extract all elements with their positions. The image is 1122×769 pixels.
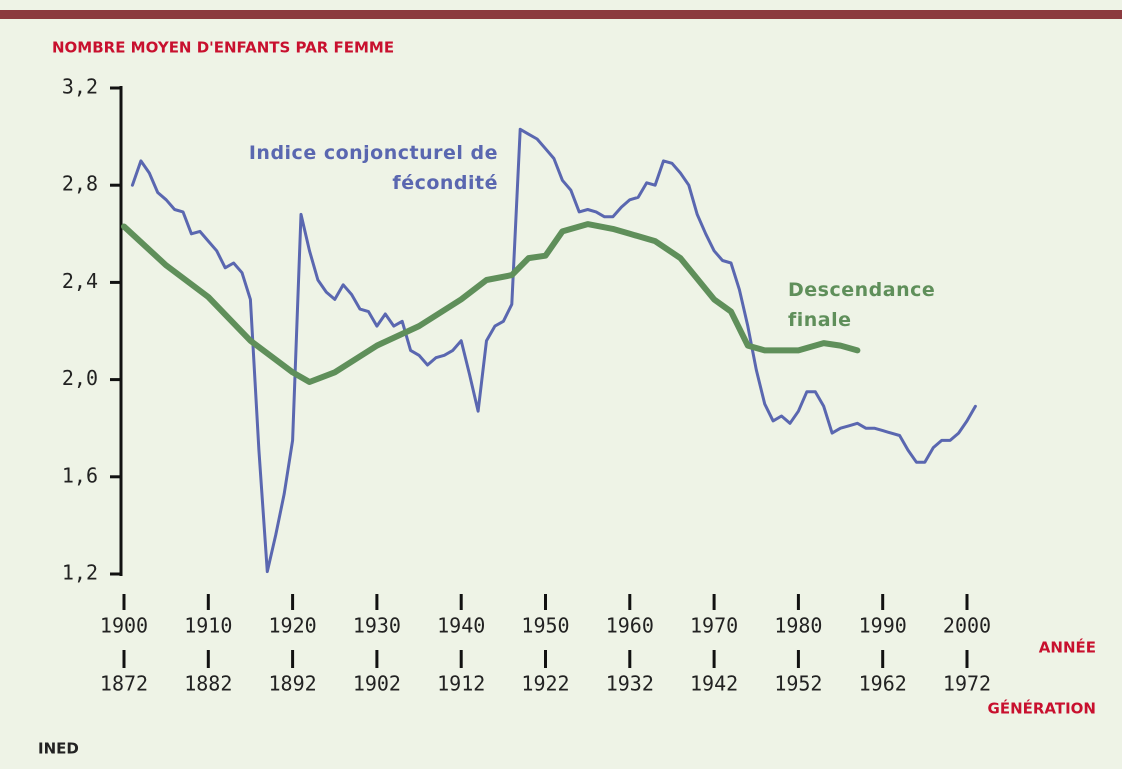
x2-tick-label: 1962 [859, 672, 907, 696]
x2-tick-label: 1872 [100, 672, 148, 696]
source: INED [38, 740, 79, 758]
x-tick-label: 1920 [269, 614, 317, 638]
x2-tick-label: 1882 [184, 672, 232, 696]
series-label: Indice conjoncturel de fécondité [248, 142, 498, 194]
x2-tick-label: 1952 [774, 672, 822, 696]
series-line [130, 127, 977, 574]
y-tick-label: 1,2 [62, 561, 98, 585]
x2-tick-label: 1902 [353, 672, 401, 696]
x2-tick-label: 1972 [943, 672, 991, 696]
x2-axis-label: GÉNÉRATION [988, 699, 1096, 718]
y-tick-label: 3,2 [62, 75, 98, 99]
x-tick-label: 1950 [521, 614, 569, 638]
x-tick-label: 1980 [774, 614, 822, 638]
series-line [121, 221, 861, 385]
y-tick-label: 2,0 [62, 366, 98, 390]
y-tick-label: 2,4 [62, 269, 98, 293]
x2-tick-label: 1942 [690, 672, 738, 696]
x2-tick-label: 1932 [606, 672, 654, 696]
x2-tick-label: 1922 [521, 672, 569, 696]
y-axis-label: NOMBRE MOYEN D'ENFANTS PAR FEMME [52, 39, 394, 57]
y-tick-label: 1,6 [62, 463, 98, 487]
x-tick-label: 1910 [184, 614, 232, 638]
x-tick-label: 1930 [353, 614, 401, 638]
x-tick-label: 1960 [606, 614, 654, 638]
x-tick-label: 1990 [859, 614, 907, 638]
x-tick-label: 2000 [943, 614, 991, 638]
x-tick-label: 1900 [100, 614, 148, 638]
series-label: Descendance finale [788, 279, 936, 331]
x2-tick-label: 1912 [437, 672, 485, 696]
top-bar [0, 10, 1122, 19]
x-tick-label: 1940 [437, 614, 485, 638]
y-tick-label: 2,8 [62, 172, 98, 196]
x2-tick-label: 1892 [269, 672, 317, 696]
x-tick-label: 1970 [690, 614, 738, 638]
x-axis-label: ANNÉE [1039, 638, 1096, 657]
